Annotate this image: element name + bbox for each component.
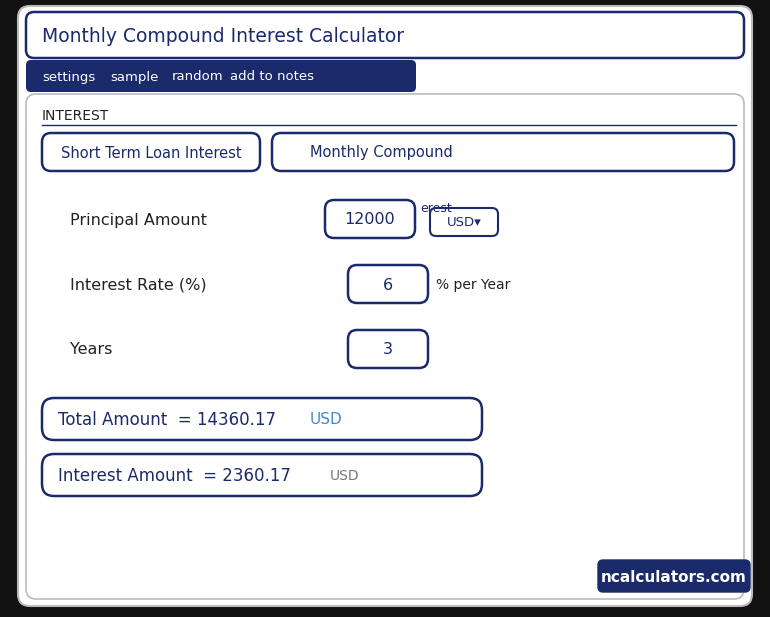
FancyBboxPatch shape bbox=[598, 560, 750, 592]
FancyBboxPatch shape bbox=[348, 330, 428, 368]
FancyBboxPatch shape bbox=[18, 6, 752, 606]
FancyBboxPatch shape bbox=[272, 133, 734, 171]
FancyBboxPatch shape bbox=[348, 265, 428, 303]
Text: 12000: 12000 bbox=[345, 212, 395, 228]
Text: Monthly Compound: Monthly Compound bbox=[310, 146, 453, 160]
Text: USD: USD bbox=[330, 469, 360, 483]
Text: 3: 3 bbox=[383, 342, 393, 357]
Text: USD: USD bbox=[310, 413, 343, 428]
Text: Interest Rate (%): Interest Rate (%) bbox=[70, 278, 206, 292]
Text: sample: sample bbox=[110, 70, 159, 83]
FancyBboxPatch shape bbox=[26, 12, 744, 58]
Text: Monthly Compound Interest Calculator: Monthly Compound Interest Calculator bbox=[42, 27, 404, 46]
Text: USD▾: USD▾ bbox=[447, 217, 481, 230]
Text: Principal Amount: Principal Amount bbox=[70, 212, 207, 228]
FancyBboxPatch shape bbox=[42, 133, 260, 171]
Text: % per Year: % per Year bbox=[436, 278, 511, 292]
FancyBboxPatch shape bbox=[26, 60, 416, 92]
Text: ncalculators.com: ncalculators.com bbox=[601, 569, 747, 584]
Text: Interest Amount  = 2360.17: Interest Amount = 2360.17 bbox=[58, 467, 291, 485]
FancyBboxPatch shape bbox=[430, 208, 498, 236]
Text: add to notes: add to notes bbox=[230, 70, 314, 83]
Text: INTEREST: INTEREST bbox=[42, 109, 109, 123]
FancyBboxPatch shape bbox=[42, 454, 482, 496]
Text: Total Amount  = 14360.17: Total Amount = 14360.17 bbox=[58, 411, 276, 429]
FancyBboxPatch shape bbox=[325, 200, 415, 238]
FancyBboxPatch shape bbox=[42, 398, 482, 440]
Text: 6: 6 bbox=[383, 278, 393, 292]
Text: Short Term Loan Interest: Short Term Loan Interest bbox=[61, 146, 241, 160]
Text: settings: settings bbox=[42, 70, 95, 83]
Text: erest: erest bbox=[420, 202, 452, 215]
Text: random: random bbox=[172, 70, 223, 83]
FancyBboxPatch shape bbox=[26, 94, 744, 599]
Text: Years: Years bbox=[70, 342, 112, 357]
